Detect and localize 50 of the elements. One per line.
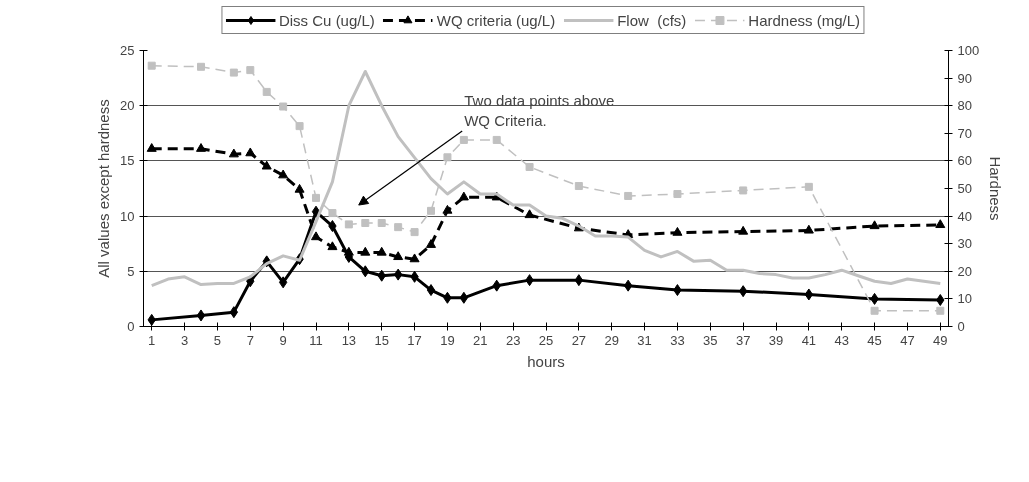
x-tick-label: 27 [571,332,587,348]
y2-tick-label: 90 [957,70,972,86]
x-tick-label: 37 [735,332,751,348]
x-tick-label: 31 [637,332,652,348]
legend-label: Hardness (mg/L) [748,11,861,29]
x-tick-label: 41 [801,332,817,348]
y-tick-label: 20 [120,98,135,114]
y-tick-label: 10 [120,208,135,224]
legend-label: Diss Cu (ug/L) [278,11,375,29]
x-tick-label: 19 [440,332,455,348]
y2-tick-label: 80 [957,98,972,114]
y-tick-label: 0 [127,319,135,334]
x-axis-title: hours [527,352,565,370]
x-tick-label: 11 [309,332,323,348]
y2-tick-label: 60 [957,153,972,169]
y2-tick-label: 20 [957,263,972,279]
x-tick-label: 35 [703,332,718,348]
y2-tick-label: 70 [957,125,972,141]
y-tick-label: 15 [120,153,135,169]
x-tick-label: 45 [867,332,882,348]
x-tick-label: 15 [374,332,389,348]
y2-tick-label: 40 [957,208,972,224]
x-tick-label: 1 [148,332,156,348]
x-tick-label: 23 [505,332,521,348]
x-tick-label: 13 [341,332,357,348]
y2-tick-label: 0 [957,319,965,334]
y2-axis-title: Hardness [987,156,1005,221]
x-tick-label: 39 [768,332,784,348]
x-tick-label: 25 [538,332,554,348]
y2-tick-label: 50 [957,181,972,196]
x-tick-label: 5 [213,332,222,348]
legend-label: Flow (cfs) [617,11,687,29]
x-tick-label: 9 [279,332,287,348]
y2-tick-label: 10 [957,291,972,307]
x-tick-label: 29 [604,332,619,348]
x-tick-label: 21 [473,332,488,348]
annotation: Two data points above WQ Criteria. [464,92,615,130]
y2-tick-label: 100 [957,43,980,58]
x-tick-label: 47 [900,332,915,348]
x-tick-label: 49 [933,332,948,348]
x-tick-label: 3 [180,332,189,348]
x-tick-label: 43 [834,332,849,348]
x-tick-label: 17 [407,332,422,348]
legend-label: WQ criteria (ug/L) [436,11,556,29]
y-axis-title: All values except hardness [95,99,113,278]
y-tick-label: 25 [120,43,135,58]
y-tick-label: 5 [127,263,135,279]
x-tick-label: 33 [670,332,685,348]
x-tick-label: 7 [246,332,254,348]
y2-tick-label: 30 [957,236,972,252]
